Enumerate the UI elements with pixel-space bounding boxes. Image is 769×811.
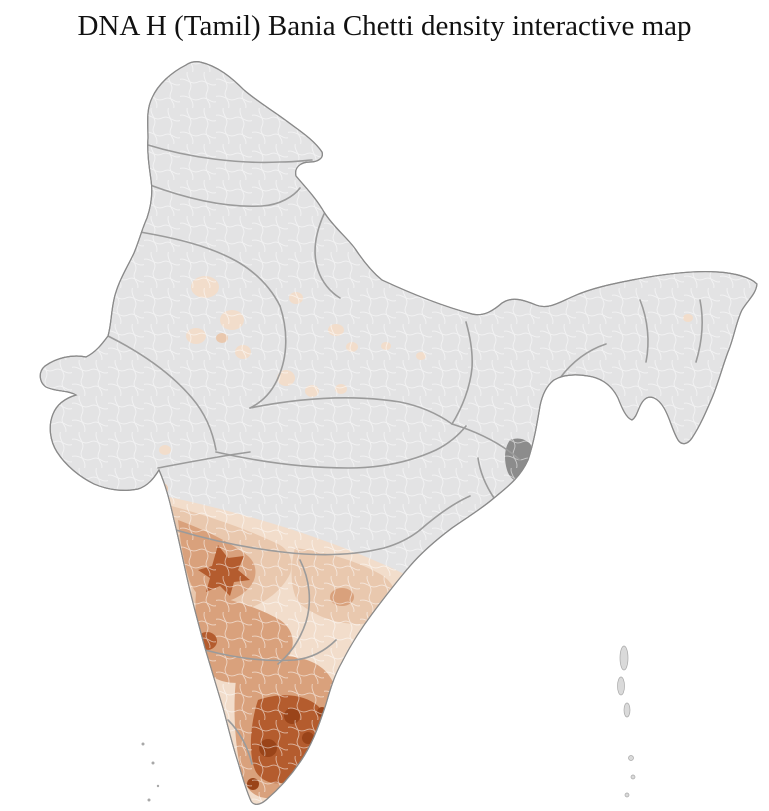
state-borders bbox=[107, 144, 703, 765]
lakshadweep-islands[interactable] bbox=[141, 742, 160, 802]
andaman-nicobar-islands[interactable] bbox=[617, 645, 636, 798]
district-boundaries-texture bbox=[40, 61, 757, 805]
page-title: DNA H (Tamil) Bania Chetti density inter… bbox=[77, 10, 692, 42]
district-west-coast-high bbox=[156, 504, 168, 522]
